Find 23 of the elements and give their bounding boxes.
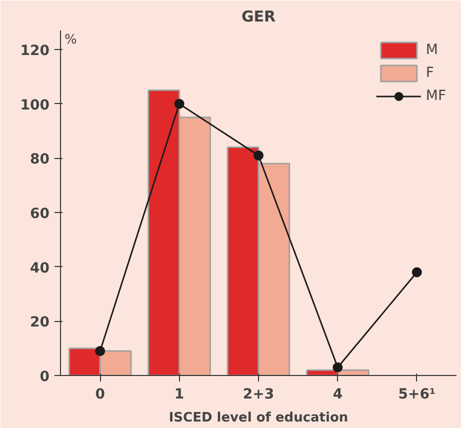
y-tick-label: 120: [20, 43, 50, 60]
point: [412, 267, 422, 278]
y-tick-label: 100: [20, 97, 50, 114]
legend-label: F: [426, 65, 435, 81]
legend-label: M: [426, 42, 439, 58]
legend-label: MF: [426, 88, 446, 104]
y-tick-label: 60: [30, 206, 50, 222]
point: [332, 362, 343, 372]
y-tick-label: 0: [40, 369, 50, 385]
y-tick-label: 40: [30, 260, 50, 276]
point: [254, 150, 264, 160]
y-tick-label: 80: [30, 152, 50, 168]
x-tick-label: 5+6¹: [398, 386, 436, 402]
x-tick-label: 4: [332, 386, 343, 402]
x-tick-label: 1: [174, 386, 184, 402]
x-tick-label: 2+3: [242, 386, 274, 402]
y-axis-title: %: [64, 32, 77, 48]
point: [174, 98, 184, 109]
chart-title: GER: [241, 8, 276, 26]
x-tick-label: 0: [95, 386, 106, 402]
point: [95, 346, 106, 356]
x-axis-title: ISCED level of education: [168, 410, 348, 426]
y-tick-label: 20: [30, 314, 50, 331]
